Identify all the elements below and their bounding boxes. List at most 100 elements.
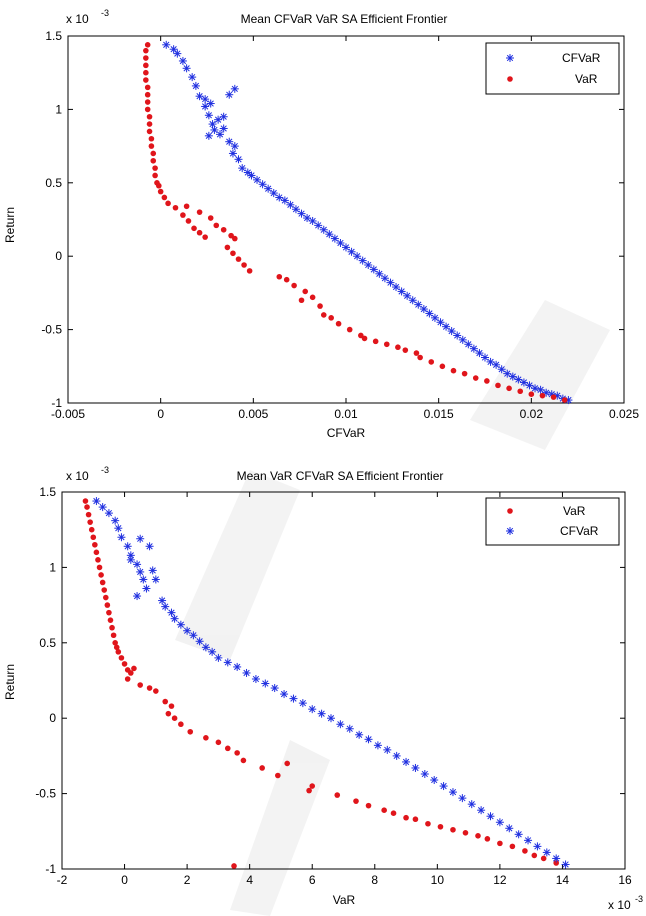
data-point	[536, 385, 545, 394]
x-axis-label: VaR	[333, 893, 356, 907]
data-point	[102, 594, 109, 601]
data-point	[269, 189, 278, 198]
data-point	[334, 792, 341, 798]
data-point	[540, 855, 547, 862]
data-point	[84, 504, 90, 510]
data-point	[514, 830, 523, 839]
data-point	[170, 614, 179, 623]
data-point	[430, 776, 439, 785]
data-point	[146, 121, 153, 127]
data-point	[517, 388, 524, 395]
data-point	[228, 149, 237, 158]
data-point	[158, 596, 167, 605]
legend-label-cfvar: CFVaR	[560, 524, 599, 538]
data-point	[230, 142, 239, 151]
data-point	[492, 360, 501, 369]
data-point	[503, 369, 512, 378]
data-point	[168, 703, 175, 709]
x-tick-label: 0.01	[334, 407, 358, 421]
data-point	[298, 699, 307, 708]
y-tick-label: 1.5	[45, 29, 62, 43]
y-exponent-power: -3	[101, 8, 109, 18]
data-point	[145, 542, 154, 551]
data-point	[314, 221, 323, 230]
data-point	[223, 658, 232, 667]
data-point	[458, 335, 467, 344]
y-axis-label: Return	[3, 664, 17, 700]
x-exponent-base: x 10	[608, 898, 631, 912]
data-point	[390, 810, 397, 817]
data-point	[142, 584, 151, 593]
x-tick-label: 0	[157, 407, 164, 421]
data-point	[238, 164, 247, 173]
y-tick-label: -1	[45, 862, 56, 876]
legend-box	[485, 497, 620, 546]
data-point	[247, 171, 256, 180]
data-point	[447, 327, 456, 336]
data-point	[276, 273, 283, 280]
data-point	[375, 269, 384, 278]
y-exponent-base: x 10	[66, 469, 89, 483]
data-point	[146, 128, 153, 135]
data-point	[235, 256, 242, 262]
data-point	[162, 698, 169, 705]
data-point	[469, 344, 478, 353]
data-point	[178, 56, 187, 65]
data-point	[419, 305, 428, 314]
data-point	[99, 579, 106, 586]
data-point	[383, 341, 390, 348]
data-point	[486, 357, 495, 366]
data-point	[280, 196, 289, 205]
data-point	[151, 575, 160, 584]
legend-marker-icon	[507, 508, 513, 514]
data-point	[508, 372, 517, 381]
y-tick-label: 1	[55, 102, 62, 116]
legend-entry-cfvar: CFVaR	[506, 51, 601, 65]
data-point	[204, 111, 213, 120]
data-point	[291, 205, 300, 214]
data-point	[475, 349, 484, 358]
data-point	[289, 694, 298, 703]
y-axis-label: Return	[3, 207, 17, 243]
data-point	[107, 617, 114, 623]
data-point	[353, 252, 362, 261]
data-point	[183, 203, 190, 210]
data-point	[284, 760, 291, 767]
data-point	[201, 102, 210, 111]
data-point	[167, 608, 176, 617]
data-point	[104, 602, 111, 608]
data-point	[201, 95, 210, 104]
data-point	[231, 863, 237, 869]
data-point	[561, 860, 570, 869]
x-tick-label: 0.005	[238, 407, 268, 421]
data-point	[104, 509, 113, 518]
data-point	[230, 84, 239, 93]
data-point	[306, 787, 312, 794]
data-point	[234, 750, 240, 756]
data-point	[144, 106, 151, 113]
data-point	[392, 751, 401, 760]
data-point	[497, 365, 506, 374]
data-point	[143, 77, 149, 83]
data-point	[109, 624, 115, 631]
data-point	[308, 705, 317, 714]
data-point	[472, 375, 479, 381]
series-cfvar	[162, 40, 573, 405]
x-tick-label: 0.02	[520, 407, 544, 421]
data-point	[144, 99, 151, 105]
data-point	[111, 516, 120, 525]
data-point	[121, 661, 128, 667]
data-point	[417, 354, 423, 361]
y-tick-label: 0	[49, 711, 56, 725]
data-point	[484, 378, 490, 384]
data-point	[188, 73, 197, 82]
x-tick-label: 16	[618, 873, 632, 887]
data-point	[428, 359, 435, 365]
data-point	[148, 143, 155, 149]
data-point	[392, 283, 401, 292]
data-point	[464, 340, 473, 349]
data-point	[204, 131, 213, 140]
data-point	[261, 679, 270, 688]
data-point	[345, 724, 354, 733]
data-point	[462, 830, 469, 836]
